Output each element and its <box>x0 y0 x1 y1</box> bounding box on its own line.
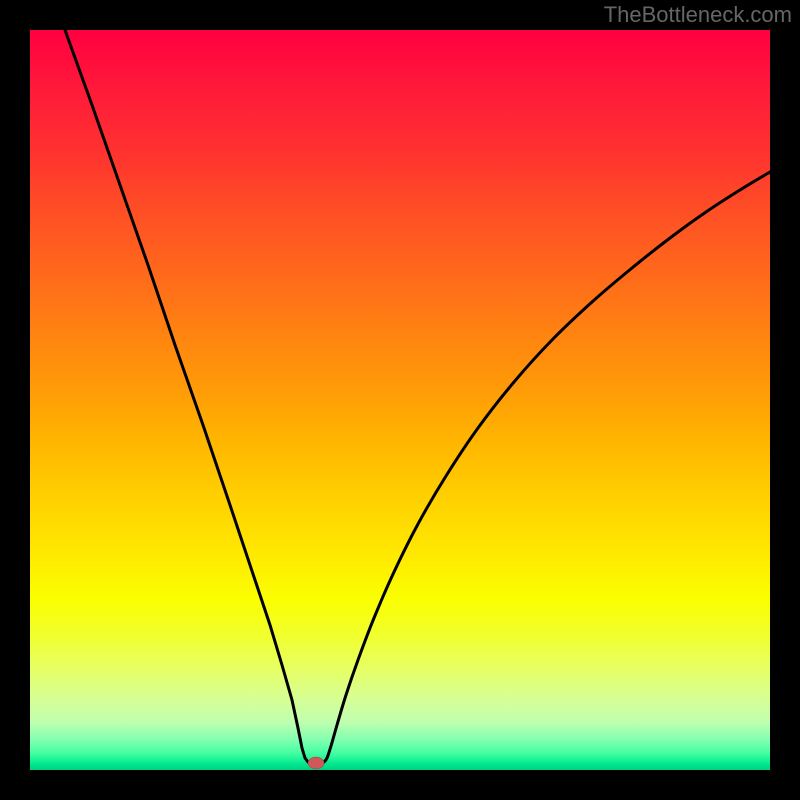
optimal-point-marker <box>308 757 324 769</box>
bottleneck-chart: TheBottleneck.com <box>0 0 800 800</box>
chart-background <box>30 30 770 770</box>
watermark-text: TheBottleneck.com <box>604 2 792 28</box>
chart-svg <box>0 0 800 800</box>
